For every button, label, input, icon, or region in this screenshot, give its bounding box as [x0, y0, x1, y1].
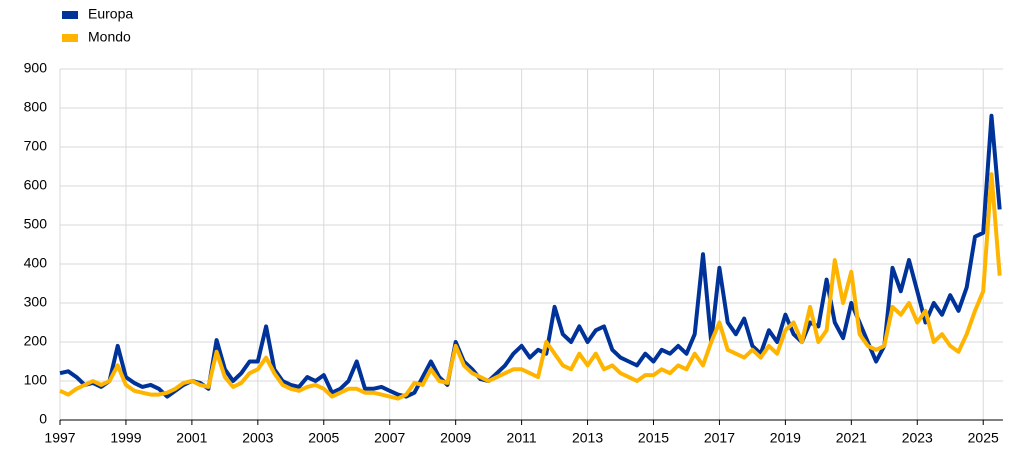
- x-tick-label: 2023: [902, 430, 933, 446]
- y-tick-label: 800: [24, 99, 48, 115]
- line-series: [59, 113, 1002, 399]
- x-tick-label: 2005: [308, 430, 339, 446]
- y-tick-label: 200: [24, 333, 48, 349]
- y-tick-label: 100: [24, 372, 48, 388]
- x-tick-label: 2003: [242, 430, 273, 446]
- x-tick-label: 2025: [968, 430, 999, 446]
- x-tick-label: 1999: [110, 430, 141, 446]
- y-tick-label: 300: [24, 294, 48, 310]
- y-tick-label: 600: [24, 177, 48, 193]
- x-tick-label: 2021: [836, 430, 867, 446]
- x-tick-label: 2017: [704, 430, 735, 446]
- y-tick-label: 700: [24, 138, 48, 154]
- legend-label: Europa: [88, 6, 133, 22]
- x-tick-label: 2009: [440, 430, 471, 446]
- x-tick-label: 2001: [176, 430, 207, 446]
- x-tick-label: 2011: [507, 430, 537, 446]
- line-series: [59, 172, 1002, 401]
- y-tick-label: 400: [24, 255, 48, 271]
- y-tick-label: 900: [24, 60, 48, 76]
- x-tick-label: 1997: [44, 430, 75, 446]
- x-tick-label: 2007: [374, 430, 405, 446]
- x-tick-label: 2019: [770, 430, 801, 446]
- legend-swatch: [62, 34, 78, 42]
- legend-label: Mondo: [88, 29, 131, 45]
- x-tick-label: 2015: [638, 430, 669, 446]
- legend-swatch: [62, 11, 78, 19]
- y-tick-label: 0: [39, 411, 47, 427]
- x-tick-label: 2013: [572, 430, 603, 446]
- y-tick-label: 500: [24, 216, 48, 232]
